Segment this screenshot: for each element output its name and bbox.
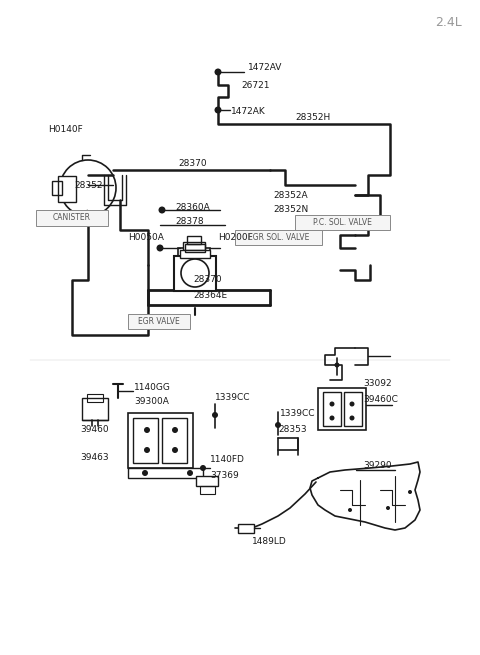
- Text: 28360A: 28360A: [175, 202, 210, 212]
- Bar: [235, 230, 322, 245]
- Text: 39460C: 39460C: [363, 396, 398, 405]
- Bar: [295, 215, 390, 230]
- Text: 39460: 39460: [80, 426, 108, 434]
- Bar: [238, 524, 254, 533]
- Bar: [36, 210, 108, 226]
- Text: CANISTER: CANISTER: [53, 214, 91, 223]
- Circle shape: [144, 427, 150, 433]
- Text: P.C. SOL. VALVE: P.C. SOL. VALVE: [313, 218, 372, 227]
- Bar: [344, 392, 362, 426]
- Text: 1489LD: 1489LD: [252, 538, 287, 546]
- Text: EGR VALVE: EGR VALVE: [138, 317, 180, 326]
- Text: 1140FD: 1140FD: [210, 455, 245, 464]
- Circle shape: [212, 412, 218, 418]
- Circle shape: [349, 415, 355, 421]
- Bar: [318, 388, 366, 430]
- Bar: [128, 314, 190, 329]
- Bar: [180, 250, 210, 258]
- Text: 28352N: 28352N: [273, 206, 308, 214]
- Circle shape: [275, 422, 281, 428]
- Circle shape: [215, 107, 221, 113]
- Circle shape: [172, 427, 178, 433]
- Text: 28370: 28370: [193, 276, 222, 284]
- Circle shape: [156, 244, 164, 252]
- Bar: [128, 413, 193, 468]
- Text: 39290: 39290: [363, 462, 392, 470]
- Text: 1140GG: 1140GG: [134, 383, 171, 392]
- Circle shape: [200, 465, 206, 471]
- Bar: [185, 244, 205, 252]
- Circle shape: [329, 402, 335, 407]
- Bar: [52, 181, 62, 195]
- Circle shape: [349, 402, 355, 407]
- Bar: [82, 398, 108, 420]
- Bar: [196, 476, 218, 486]
- Circle shape: [348, 508, 352, 512]
- Text: 33092: 33092: [363, 379, 392, 388]
- Text: H0140F: H0140F: [48, 126, 83, 134]
- Circle shape: [187, 470, 193, 476]
- Text: 28352: 28352: [74, 181, 103, 189]
- Text: 28364E: 28364E: [193, 291, 227, 299]
- Bar: [183, 242, 205, 250]
- Bar: [200, 486, 215, 494]
- Text: 28353: 28353: [278, 426, 307, 434]
- Text: 1472AV: 1472AV: [248, 64, 282, 73]
- Circle shape: [408, 490, 412, 494]
- Circle shape: [142, 470, 148, 476]
- Text: 28352H: 28352H: [295, 113, 330, 122]
- Bar: [162, 418, 187, 463]
- Text: 2.4L: 2.4L: [435, 16, 462, 29]
- Text: 28378: 28378: [175, 217, 204, 227]
- Bar: [133, 418, 158, 463]
- Bar: [87, 394, 103, 402]
- Circle shape: [329, 415, 335, 421]
- Text: 1339CC: 1339CC: [215, 392, 251, 402]
- Text: 39300A: 39300A: [134, 398, 169, 407]
- Text: 26721: 26721: [241, 81, 269, 90]
- Bar: [178, 248, 210, 276]
- Text: EGR SOL. VALVE: EGR SOL. VALVE: [248, 233, 309, 242]
- Circle shape: [386, 506, 390, 510]
- Bar: [174, 256, 216, 291]
- Text: 28352A: 28352A: [273, 191, 308, 200]
- Text: 28370: 28370: [178, 159, 206, 168]
- Circle shape: [158, 206, 166, 214]
- Text: H0200F: H0200F: [218, 233, 253, 242]
- Text: 37369: 37369: [210, 470, 239, 479]
- Circle shape: [335, 362, 339, 367]
- Text: 39463: 39463: [80, 453, 108, 462]
- Circle shape: [144, 447, 150, 453]
- Text: 1472AK: 1472AK: [231, 107, 266, 117]
- Text: 1339CC: 1339CC: [280, 409, 315, 419]
- Bar: [187, 236, 201, 244]
- Text: H0050A: H0050A: [128, 233, 164, 242]
- Circle shape: [215, 69, 221, 75]
- Circle shape: [172, 447, 178, 453]
- Bar: [58, 176, 76, 202]
- Bar: [323, 392, 341, 426]
- Bar: [128, 468, 203, 478]
